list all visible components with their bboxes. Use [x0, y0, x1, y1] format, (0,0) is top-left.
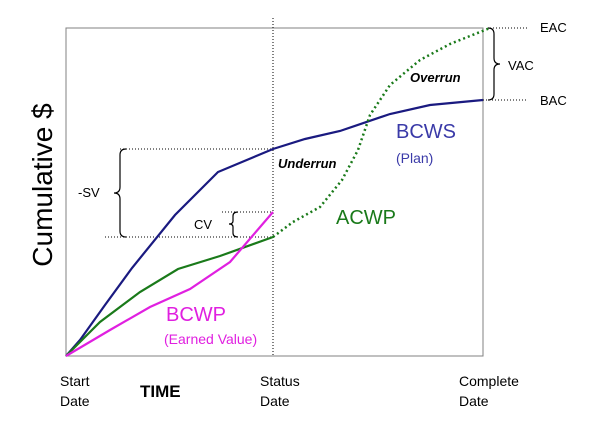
x-tick-start-line2: Date: [60, 393, 90, 409]
bac-label: BAC: [540, 93, 567, 108]
eac-label: EAC: [540, 20, 567, 35]
y-axis-label: Cumulative $: [27, 103, 58, 267]
bcwp-sub-label: (Earned Value): [164, 331, 257, 347]
vac-brace: [487, 27, 501, 101]
x-axis-title: TIME: [140, 382, 181, 401]
vac-label: VAC: [508, 58, 534, 73]
cv-label: CV: [194, 217, 212, 232]
acwp-projected-curve: [272, 26, 491, 238]
cv-brace: [228, 211, 239, 238]
acwp-curve: [65, 235, 274, 357]
bcwp-label: BCWP: [166, 304, 226, 326]
overrun-label: Overrun: [410, 70, 461, 85]
x-tick-complete-line1: Complete: [459, 373, 519, 389]
bcws-sub-label: (Plan): [396, 150, 433, 166]
bcws-curve: [65, 98, 484, 357]
bcwp-curve: [65, 211, 274, 357]
acwp-label: ACWP: [336, 207, 396, 229]
underrun-label: Underrun: [278, 156, 337, 171]
x-tick-start-line1: Start: [60, 373, 90, 389]
bcws-label: BCWS: [396, 121, 456, 143]
x-tick-status-line1: Status: [260, 373, 300, 389]
x-tick-status-line2: Date: [260, 393, 290, 409]
sv-brace: [113, 148, 127, 238]
sv-label: -SV: [78, 185, 100, 200]
plot-frame: [65, 27, 484, 357]
x-tick-complete-line2: Date: [459, 393, 489, 409]
